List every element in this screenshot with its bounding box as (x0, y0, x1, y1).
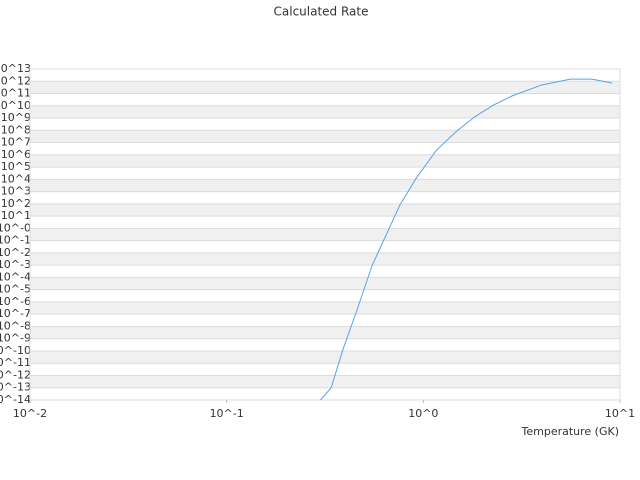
y-tick-label: 10^-3 (0, 258, 31, 271)
y-tick-label: 10^3 (1, 185, 31, 198)
y-tick-label: 10^-4 (0, 270, 31, 283)
chart-title: Calculated Rate (274, 5, 369, 19)
grid-band (30, 350, 620, 364)
grid-band (30, 81, 620, 94)
x-tick-label: 10^-1 (210, 407, 244, 420)
y-tick-label: 10^-8 (0, 319, 31, 332)
y-tick-label: 10^-0 (0, 221, 31, 234)
x-axis-label: Temperature (GK) (521, 425, 620, 438)
y-tick-label: 10^-7 (0, 307, 31, 320)
y-tick-label: 10^11 (0, 87, 31, 100)
grid-band (30, 301, 620, 315)
grid-band (30, 105, 620, 119)
y-tick-label: 10^-14 (0, 393, 31, 406)
x-tick-label: 10^0 (408, 407, 438, 420)
y-tick-label: 10^4 (1, 172, 31, 185)
data-line (320, 78, 613, 401)
y-tick-label: 10^8 (1, 123, 31, 136)
grid-band (30, 326, 620, 339)
grid-band (30, 277, 620, 290)
y-tick-label: 10^9 (1, 111, 31, 124)
y-tick-label: 10^-11 (0, 356, 31, 369)
x-tick-label: 10^1 (605, 407, 635, 420)
y-tick-label: 10^2 (1, 197, 31, 210)
plot-border (29, 68, 621, 401)
y-tick-label: 10^1 (1, 209, 31, 222)
grid-band (30, 154, 620, 168)
y-tick-label: 10^-5 (0, 283, 31, 296)
grid-band (30, 130, 620, 143)
grid-band (30, 179, 620, 192)
y-tick-label: 10^-10 (0, 344, 31, 357)
grid-band (30, 375, 620, 388)
y-tick-label: 10^6 (1, 148, 31, 161)
y-tick-label: 10^13 (0, 62, 31, 75)
y-tick-label: 10^10 (0, 99, 31, 112)
y-tick-label: 10^-12 (0, 368, 31, 381)
y-tick-label: 10^-1 (0, 234, 31, 247)
grid-band (30, 203, 620, 217)
x-tick-label: 10^-2 (13, 407, 47, 420)
y-tick-label: 10^-6 (0, 295, 31, 308)
y-tick-label: 10^-13 (0, 381, 31, 394)
grid-band (30, 228, 620, 241)
y-tick-label: 10^5 (1, 160, 31, 173)
y-tick-label: 10^12 (0, 74, 31, 87)
grid-band (30, 252, 620, 266)
y-tick-label: 10^7 (1, 136, 31, 149)
y-tick-label: 10^-9 (0, 332, 31, 345)
y-tick-label: 10^-2 (0, 246, 31, 259)
